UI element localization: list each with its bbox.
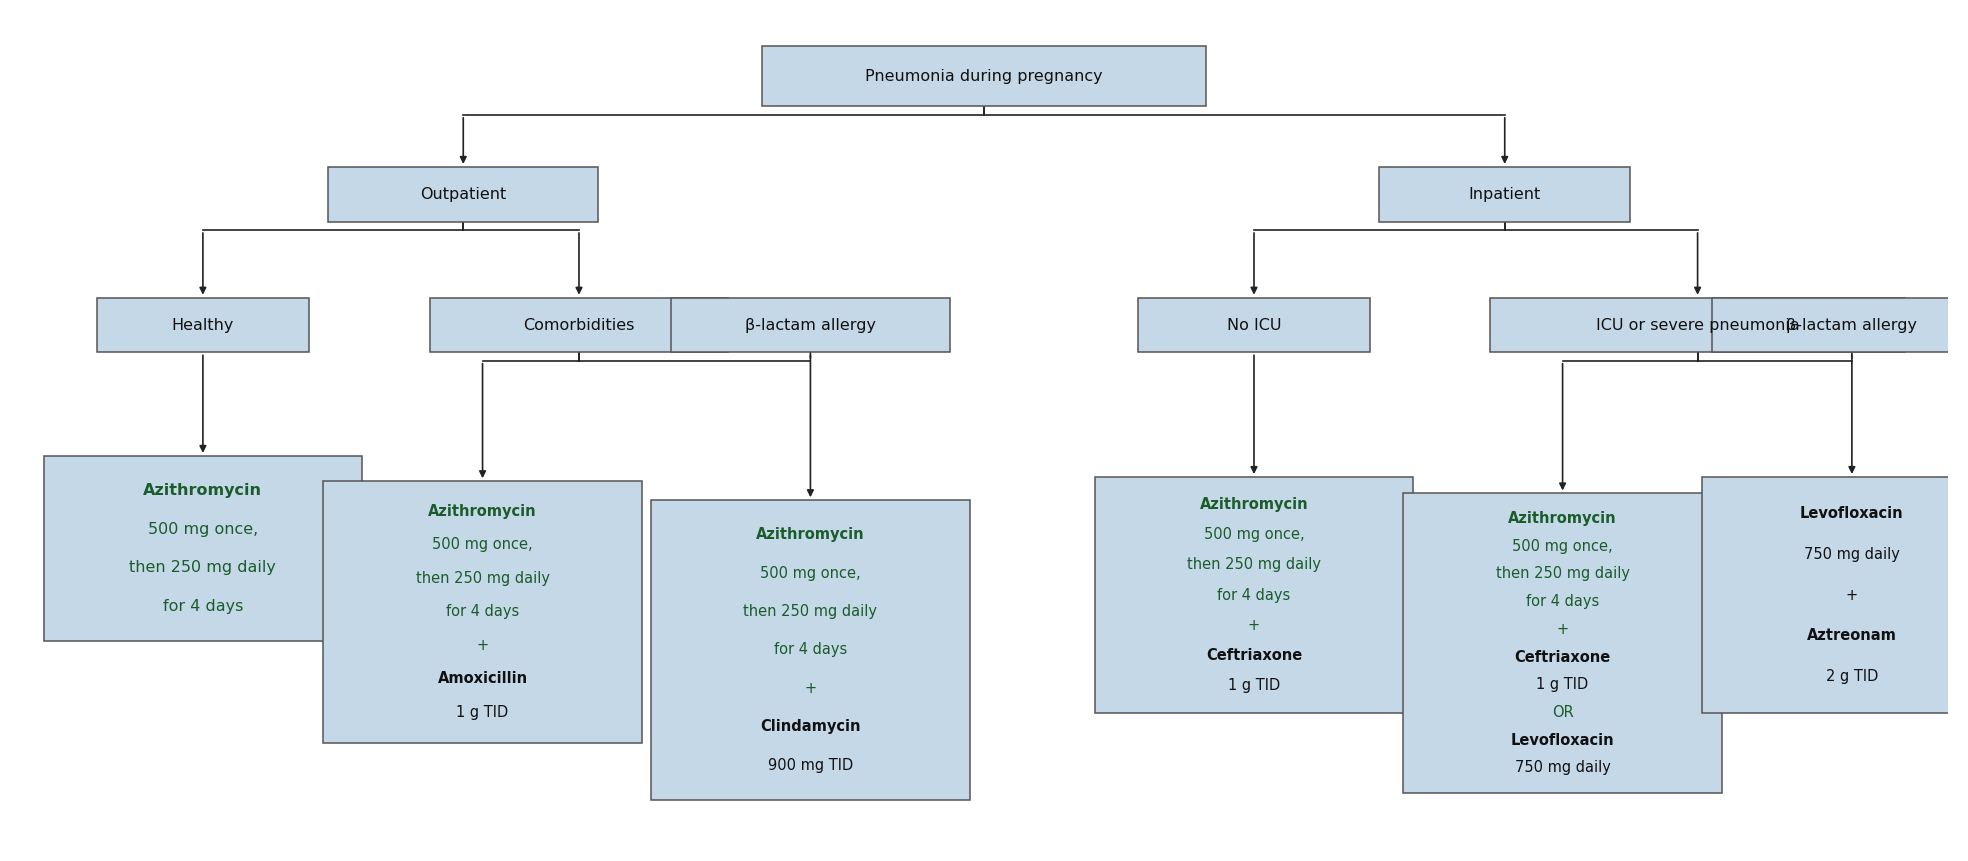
FancyBboxPatch shape (96, 298, 309, 352)
FancyBboxPatch shape (1380, 167, 1630, 221)
Text: Levofloxacin: Levofloxacin (1801, 506, 1903, 521)
FancyBboxPatch shape (43, 455, 362, 641)
FancyBboxPatch shape (651, 500, 970, 800)
FancyBboxPatch shape (671, 298, 951, 352)
Text: Clindamycin: Clindamycin (760, 719, 860, 734)
Text: Ceftriaxone: Ceftriaxone (1515, 649, 1610, 665)
Text: OR: OR (1551, 705, 1574, 720)
Text: β-lactam allergy: β-lactam allergy (746, 318, 876, 332)
Text: Ceftriaxone: Ceftriaxone (1206, 648, 1303, 663)
FancyBboxPatch shape (1403, 493, 1722, 793)
Text: for 4 days: for 4 days (1525, 594, 1600, 609)
FancyBboxPatch shape (1712, 298, 1968, 352)
Text: Azithromycin: Azithromycin (756, 527, 864, 542)
Text: 500 mg once,: 500 mg once, (1511, 539, 1614, 554)
FancyBboxPatch shape (429, 298, 728, 352)
Text: Amoxicillin: Amoxicillin (437, 672, 527, 686)
Text: 500 mg once,: 500 mg once, (148, 522, 258, 536)
Text: No ICU: No ICU (1226, 318, 1281, 332)
FancyBboxPatch shape (762, 46, 1206, 107)
FancyBboxPatch shape (1490, 298, 1905, 352)
Text: Azithromycin: Azithromycin (429, 504, 537, 519)
Text: 1 g TID: 1 g TID (1228, 678, 1279, 693)
Text: for 4 days: for 4 days (447, 604, 520, 619)
Text: 750 mg daily: 750 mg daily (1515, 760, 1610, 776)
Text: 500 mg once,: 500 mg once, (1204, 527, 1305, 542)
Text: 500 mg once,: 500 mg once, (760, 566, 860, 580)
Text: +: + (805, 681, 817, 696)
Text: for 4 days: for 4 days (163, 599, 244, 614)
Text: then 250 mg daily: then 250 mg daily (1187, 557, 1321, 573)
Text: Pneumonia during pregnancy: Pneumonia during pregnancy (866, 69, 1102, 84)
FancyBboxPatch shape (1138, 298, 1370, 352)
Text: 750 mg daily: 750 mg daily (1805, 547, 1899, 562)
Text: Aztreonam: Aztreonam (1807, 629, 1897, 643)
Text: Inpatient: Inpatient (1468, 187, 1541, 201)
Text: ICU or severe pneumonia: ICU or severe pneumonia (1596, 318, 1799, 332)
Text: then 250 mg daily: then 250 mg daily (744, 604, 878, 619)
Text: Azithromycin: Azithromycin (1507, 511, 1618, 526)
Text: +: + (476, 638, 488, 653)
Text: +: + (1248, 618, 1260, 633)
Text: for 4 days: for 4 days (773, 642, 846, 658)
Text: then 250 mg daily: then 250 mg daily (130, 561, 276, 575)
Text: 1 g TID: 1 g TID (1537, 678, 1588, 692)
FancyBboxPatch shape (1702, 477, 1968, 713)
Text: 2 g TID: 2 g TID (1826, 669, 1877, 684)
Text: Azithromycin: Azithromycin (1200, 497, 1309, 511)
Text: 1 g TID: 1 g TID (457, 705, 508, 720)
Text: then 250 mg daily: then 250 mg daily (415, 571, 549, 585)
Text: +: + (1846, 587, 1858, 603)
Text: 500 mg once,: 500 mg once, (433, 537, 533, 553)
Text: Healthy: Healthy (171, 318, 234, 332)
Text: Outpatient: Outpatient (419, 187, 506, 201)
FancyBboxPatch shape (1094, 477, 1413, 713)
Text: Levofloxacin: Levofloxacin (1511, 733, 1614, 747)
Text: Comorbidities: Comorbidities (523, 318, 634, 332)
Text: Azithromycin: Azithromycin (144, 483, 262, 499)
Text: then 250 mg daily: then 250 mg daily (1496, 567, 1630, 581)
Text: β-lactam allergy: β-lactam allergy (1787, 318, 1917, 332)
FancyBboxPatch shape (329, 167, 598, 221)
FancyBboxPatch shape (323, 481, 642, 743)
Text: for 4 days: for 4 days (1218, 587, 1291, 603)
Text: +: + (1557, 622, 1568, 637)
Text: 900 mg TID: 900 mg TID (768, 758, 852, 772)
